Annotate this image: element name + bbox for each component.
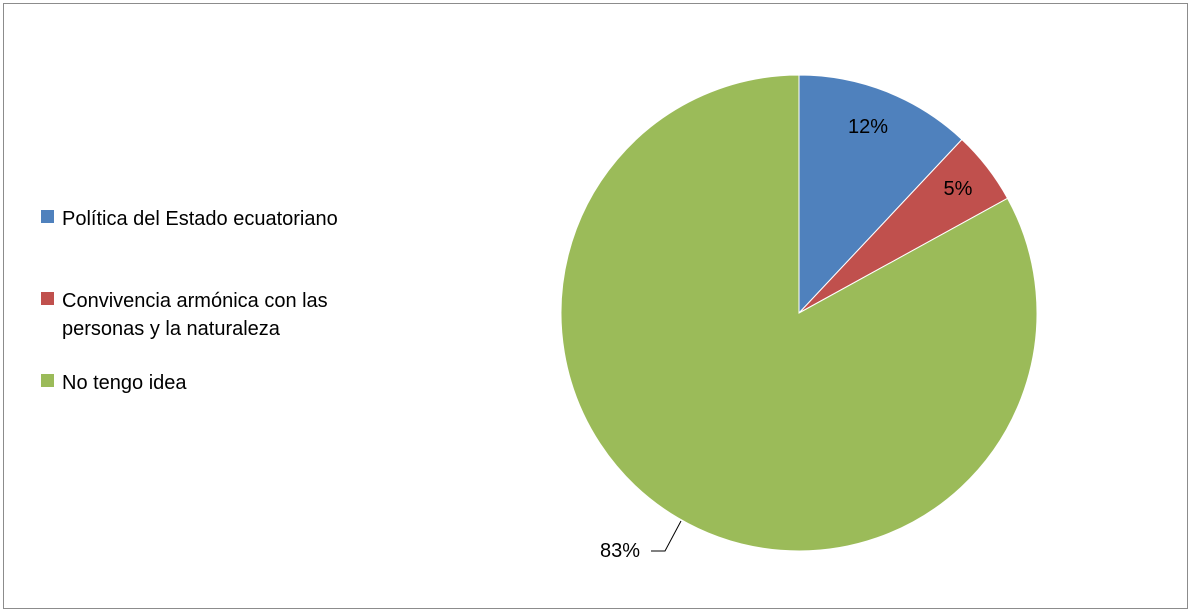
legend-label-politica: Política del Estado ecuatoriano xyxy=(62,208,338,230)
data-label-politica: 12% xyxy=(848,116,888,138)
legend-item-politica: Política del Estado ecuatoriano xyxy=(41,205,338,233)
legend-label-convivencia: Convivencia armónica con las personas y … xyxy=(62,290,328,340)
legend-label-no-idea: No tengo idea xyxy=(62,372,187,394)
data-label-no-idea: 83% xyxy=(600,540,640,562)
legend-item-no-idea: No tengo idea xyxy=(41,369,187,397)
leader-line-no-idea xyxy=(651,520,682,552)
pie-slice-no-idea xyxy=(560,74,1038,552)
legend-swatch-no-idea xyxy=(41,374,54,387)
pie-slice-politica xyxy=(798,74,963,315)
legend-swatch-convivencia xyxy=(41,292,54,305)
legend-item-convivencia: Convivencia armónica con las personas y … xyxy=(41,287,401,343)
legend-swatch-politica xyxy=(41,210,54,223)
data-label-convivencia: 5% xyxy=(944,178,973,200)
